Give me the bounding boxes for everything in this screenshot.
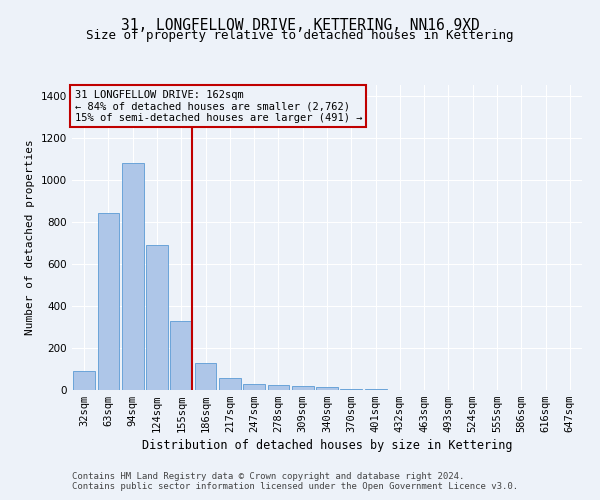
Bar: [73, 371, 95, 390]
Bar: [243, 384, 265, 390]
Y-axis label: Number of detached properties: Number of detached properties: [25, 140, 35, 336]
Text: Size of property relative to detached houses in Kettering: Size of property relative to detached ho…: [86, 28, 514, 42]
Text: Contains public sector information licensed under the Open Government Licence v3: Contains public sector information licen…: [72, 482, 518, 491]
Bar: [97, 214, 119, 390]
Bar: [316, 388, 338, 390]
Bar: [122, 163, 143, 390]
X-axis label: Distribution of detached houses by size in Kettering: Distribution of detached houses by size …: [142, 440, 512, 452]
Bar: [292, 386, 314, 390]
Bar: [146, 245, 168, 390]
Bar: [219, 378, 241, 390]
Text: Contains HM Land Registry data © Crown copyright and database right 2024.: Contains HM Land Registry data © Crown c…: [72, 472, 464, 481]
Bar: [170, 320, 192, 390]
Bar: [268, 384, 289, 390]
Text: 31 LONGFELLOW DRIVE: 162sqm
← 84% of detached houses are smaller (2,762)
15% of : 31 LONGFELLOW DRIVE: 162sqm ← 84% of det…: [74, 90, 362, 123]
Bar: [194, 362, 217, 390]
Text: 31, LONGFELLOW DRIVE, KETTERING, NN16 9XD: 31, LONGFELLOW DRIVE, KETTERING, NN16 9X…: [121, 18, 479, 32]
Bar: [340, 389, 362, 390]
